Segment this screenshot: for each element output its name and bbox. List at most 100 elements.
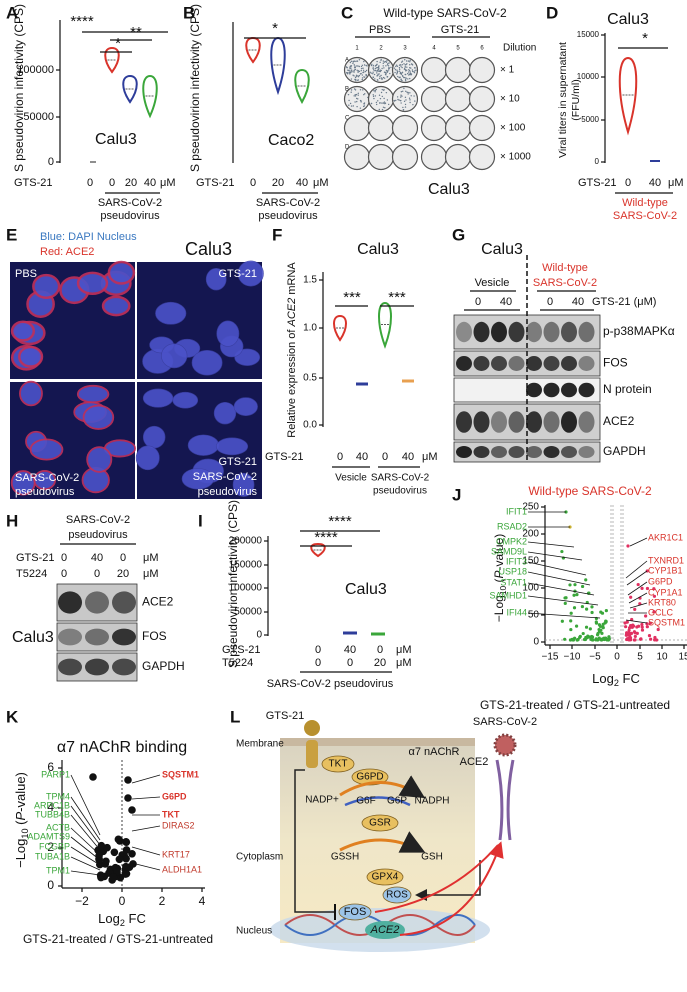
label: 15000	[577, 30, 600, 39]
volcano-point	[574, 624, 579, 628]
plaque	[389, 72, 391, 75]
y-tick-label: 50000	[23, 111, 54, 123]
label: B	[345, 87, 349, 93]
band	[491, 321, 507, 343]
text-part: (	[492, 579, 506, 586]
plaque	[360, 67, 363, 70]
plaque	[355, 75, 357, 78]
violin	[270, 36, 286, 96]
plaque	[359, 73, 362, 75]
plaque	[396, 69, 398, 71]
plaque	[355, 93, 358, 96]
plaque	[349, 70, 351, 72]
plaque	[353, 64, 355, 66]
label: GTS-21	[222, 644, 261, 656]
plaque	[397, 75, 399, 78]
volcano-point	[122, 838, 130, 846]
label: 40	[296, 177, 308, 189]
plaque	[357, 70, 360, 72]
plaque	[379, 75, 381, 78]
plaque	[401, 60, 404, 62]
volcano-point	[585, 607, 589, 611]
label: μM	[160, 177, 176, 189]
plaque	[379, 102, 381, 104]
plaque	[372, 71, 374, 73]
label: SARS-CoV-2	[66, 514, 130, 526]
label: T5224	[16, 568, 47, 580]
plaque	[396, 65, 399, 67]
plaque	[356, 69, 358, 71]
label: STAT1	[500, 577, 527, 587]
nucleus	[213, 401, 237, 425]
rule	[527, 561, 587, 576]
plaque	[407, 78, 409, 80]
label: TXNRD1	[648, 555, 684, 565]
volcano-point	[627, 626, 632, 630]
plaque	[385, 69, 388, 72]
label: Blue: DAPI Nucleus	[40, 231, 137, 243]
nucleus	[86, 446, 113, 473]
label: Calu3	[481, 241, 523, 258]
node	[338, 903, 372, 921]
label: IFI44	[506, 607, 527, 617]
volcano-point	[89, 773, 97, 781]
plaque	[354, 89, 357, 91]
plaque	[369, 71, 371, 73]
label: 6	[47, 760, 54, 774]
plaque	[363, 64, 366, 66]
plaque	[353, 95, 355, 97]
plaque	[381, 88, 383, 91]
plaque	[400, 94, 402, 96]
label: 0	[547, 296, 553, 308]
volcano-point	[109, 873, 118, 881]
volcano-point	[601, 626, 605, 630]
volcano-point	[128, 850, 136, 858]
label: SARS-CoV-2	[533, 277, 597, 289]
plaque	[381, 102, 383, 104]
volcano-point	[626, 544, 630, 548]
panel-label: E	[6, 225, 17, 244]
label: RSAD2	[497, 521, 527, 531]
volcano-point	[110, 848, 119, 857]
volcano-point	[596, 638, 600, 642]
volcano-point	[121, 870, 130, 878]
plaque	[401, 72, 403, 74]
label: 200000	[229, 536, 263, 547]
plaque	[372, 73, 374, 75]
band	[526, 356, 542, 371]
axis-label: −Log10 (P-value)	[13, 772, 30, 868]
plaque	[385, 72, 387, 74]
violin	[294, 68, 310, 105]
plaque	[349, 61, 352, 64]
nucleus	[10, 470, 36, 496]
plaque	[406, 72, 409, 75]
plaque	[353, 88, 356, 90]
label: Nucleus	[236, 926, 272, 937]
band	[543, 411, 560, 433]
label: USP18	[498, 566, 527, 576]
band	[112, 591, 136, 614]
label: PARP1	[41, 769, 70, 779]
plaque	[402, 109, 405, 111]
label: SARS-CoV-2	[193, 471, 257, 483]
text-part: mRNA	[286, 262, 298, 298]
label: Calu3	[185, 239, 232, 259]
label: pseudovirus	[100, 210, 160, 222]
text-part: Relative expression of	[286, 326, 298, 437]
label: FCGBP	[39, 841, 70, 851]
nucleus	[205, 268, 227, 291]
volcano-point	[629, 595, 633, 599]
plaque	[378, 73, 380, 75]
plaque	[374, 95, 377, 97]
plaque	[410, 95, 412, 97]
label: GTS-21-treated / GTS-21-untreated	[23, 932, 213, 946]
nucleus	[29, 438, 64, 461]
plaque	[360, 65, 363, 68]
label: 40	[344, 644, 356, 656]
label: SAMHD1	[489, 590, 527, 600]
plaque	[365, 69, 368, 72]
volcano-point	[115, 855, 124, 864]
volcano-point	[125, 863, 134, 871]
volcano-point	[580, 604, 584, 609]
volcano-point	[633, 634, 637, 639]
